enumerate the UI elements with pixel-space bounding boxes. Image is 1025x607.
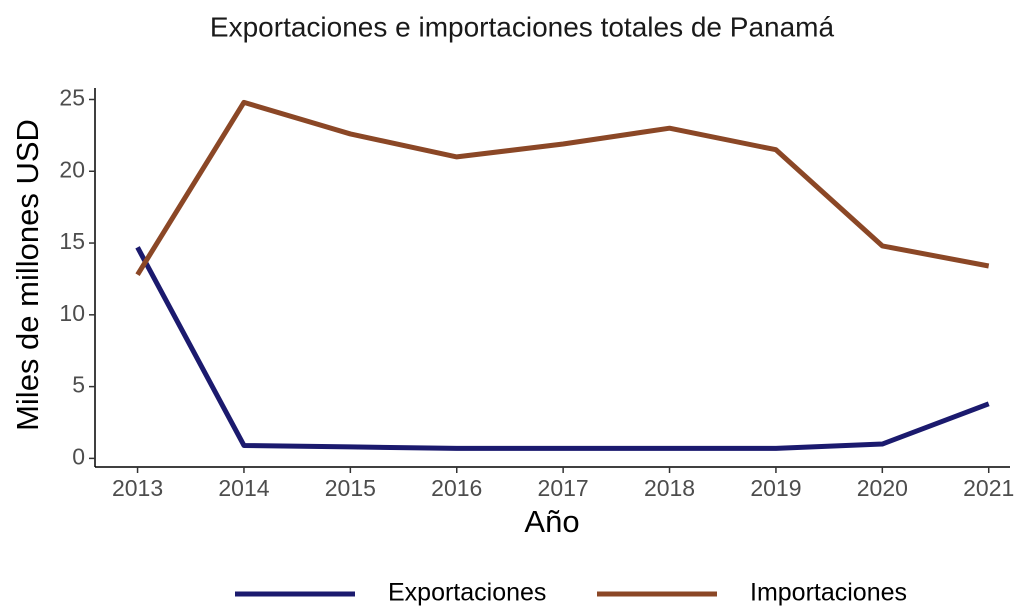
chart-title: Exportaciones e importaciones totales de… <box>210 11 835 42</box>
y-tick-label: 15 <box>59 228 85 254</box>
y-tick-label: 0 <box>72 443 85 469</box>
legend-label: Importaciones <box>750 579 907 607</box>
x-tick-label: 2014 <box>218 475 269 501</box>
series-line <box>135 246 990 451</box>
x-tick-label: 2016 <box>431 475 482 501</box>
x-tick-label: 2017 <box>538 475 589 501</box>
x-tick-label: 2018 <box>644 475 695 501</box>
y-tick-label: 5 <box>72 372 85 398</box>
x-tick-label: 2021 <box>963 475 1014 501</box>
x-tick-label: 2020 <box>857 475 908 501</box>
y-tick-label: 20 <box>59 156 85 182</box>
y-axis-label: Miles de millones USD <box>10 119 45 431</box>
legend-label: Exportaciones <box>388 579 546 607</box>
x-tick-label: 2015 <box>325 475 376 501</box>
y-tick-label: 25 <box>59 85 85 111</box>
x-tick-label: 2019 <box>750 475 801 501</box>
x-axis-label: Año <box>524 504 579 539</box>
x-tick-label: 2013 <box>112 475 163 501</box>
series-line <box>135 99 990 276</box>
y-tick-label: 10 <box>59 300 85 326</box>
